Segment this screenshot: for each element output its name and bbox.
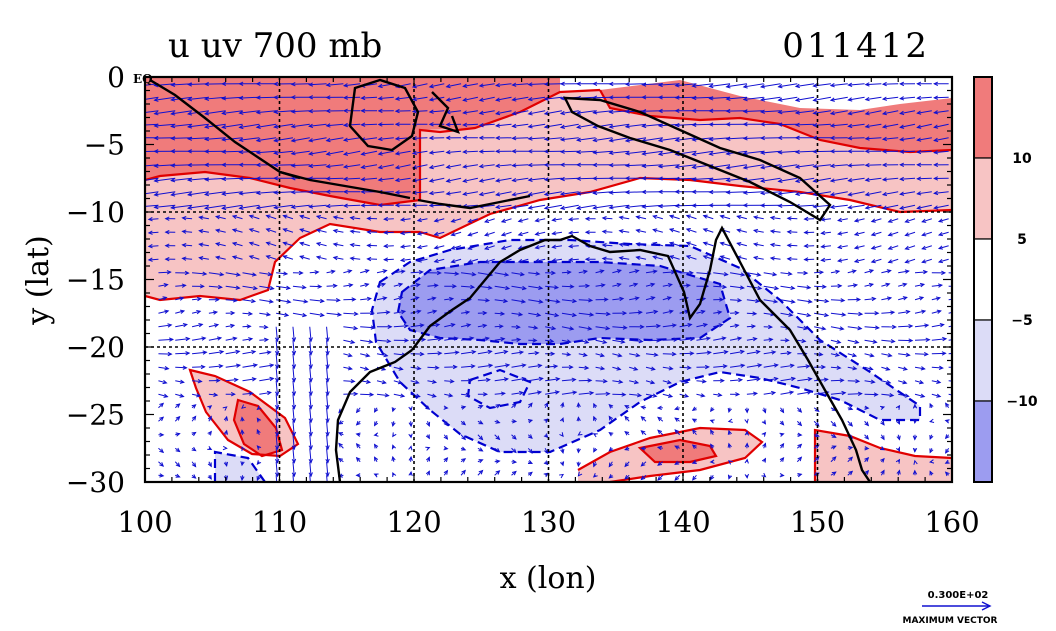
vector-key-caption: MAXIMUM VECTOR xyxy=(902,616,997,626)
x-tick-label: 140 xyxy=(655,505,710,539)
wind-vector-head xyxy=(959,272,963,275)
wind-vector xyxy=(848,394,862,395)
wind-vector-head xyxy=(138,111,142,114)
chart-title-right: 011412 xyxy=(782,26,930,66)
corner-label: EQ xyxy=(133,72,153,86)
wind-vector-head xyxy=(138,205,142,208)
colorbar-label: −5 xyxy=(1011,313,1032,329)
x-tick-label: 150 xyxy=(790,505,845,539)
wind-vector-head xyxy=(953,310,957,313)
region-strong-negative-central xyxy=(398,262,730,344)
wind-vector xyxy=(344,205,360,206)
wind-vector xyxy=(292,192,310,193)
x-tick-label: 120 xyxy=(386,505,441,539)
wind-vector-head xyxy=(958,337,962,340)
wind-vector xyxy=(175,353,189,354)
y-tick-label: −10 xyxy=(66,196,125,229)
wind-vector xyxy=(360,394,373,395)
wind-vector xyxy=(934,97,948,98)
colorbar-label: 10 xyxy=(1012,151,1032,167)
y-axis: 0 −5 −10 −15 −20 −25 −30 xyxy=(66,61,125,499)
wind-vector-head xyxy=(138,150,142,153)
wind-vector xyxy=(512,138,528,139)
colorbar-label: −10 xyxy=(1006,394,1037,410)
colorbar-segment xyxy=(974,401,992,482)
wind-vector xyxy=(663,340,677,341)
plot-area xyxy=(138,77,963,490)
wind-vector xyxy=(917,178,932,179)
wind-vector-head xyxy=(957,365,961,368)
wind-vector-head xyxy=(956,284,960,287)
x-axis-label: x (lon) xyxy=(500,561,597,596)
wind-vector xyxy=(848,138,864,139)
wind-vector xyxy=(274,165,293,166)
y-tick-label: −25 xyxy=(66,399,125,432)
x-tick-label: 130 xyxy=(521,505,576,539)
colorbar: 10 5 −5 −10 xyxy=(974,77,1038,482)
y-axis-label: y (lat) xyxy=(21,235,56,325)
colorbar-segment xyxy=(974,320,992,401)
y-tick-label: −30 xyxy=(66,466,125,499)
wind-vector xyxy=(900,151,915,152)
wind-vector xyxy=(561,151,579,152)
colorbar-segment xyxy=(974,77,992,158)
wind-vector xyxy=(292,84,310,85)
wind-vector-head xyxy=(959,351,963,354)
y-tick-label: −5 xyxy=(84,129,125,162)
colorbar-segment xyxy=(974,239,992,320)
wind-vector-head xyxy=(275,486,278,490)
wind-vector-head xyxy=(309,486,312,490)
wind-vector-head xyxy=(953,394,957,397)
x-tick-label: 100 xyxy=(117,505,172,539)
y-tick-label: −20 xyxy=(66,331,125,364)
x-tick-label: 110 xyxy=(252,505,307,539)
wind-vector-head xyxy=(292,486,295,490)
x-tick-label: 160 xyxy=(924,505,979,539)
colorbar-label: 5 xyxy=(1017,232,1027,248)
vector-key: 0.300E+02 MAXIMUM VECTOR xyxy=(902,590,997,626)
wind-vector xyxy=(915,340,929,341)
chart-canvas: u uv 700 mb 011412 xyxy=(0,0,1056,631)
wind-vector xyxy=(413,138,428,139)
wind-vector-head xyxy=(138,98,142,101)
colorbar-segment xyxy=(974,158,992,239)
chart-title-left: u uv 700 mb xyxy=(168,26,382,66)
y-tick-label: −15 xyxy=(66,264,125,297)
wind-vector-head xyxy=(953,297,957,300)
wind-vector-head xyxy=(955,323,959,326)
x-axis: 100 110 120 130 140 150 160 xyxy=(117,505,979,539)
wind-vector-head xyxy=(138,124,142,127)
wind-vector xyxy=(463,124,478,125)
wind-vector-head xyxy=(326,486,329,490)
wind-vector xyxy=(796,124,814,125)
wind-vector xyxy=(361,124,377,125)
wind-vector-head xyxy=(954,380,958,383)
wind-vector xyxy=(663,354,676,355)
wind-vector-head xyxy=(138,164,142,167)
y-tick-label: 0 xyxy=(107,61,125,94)
wind-vector-head xyxy=(138,179,142,182)
wind-vector xyxy=(427,353,441,354)
wind-vector xyxy=(309,111,326,112)
vector-key-value: 0.300E+02 xyxy=(928,590,989,601)
wind-vector-head xyxy=(138,136,142,139)
wind-vector xyxy=(596,394,610,395)
wind-vector-head xyxy=(138,192,142,195)
